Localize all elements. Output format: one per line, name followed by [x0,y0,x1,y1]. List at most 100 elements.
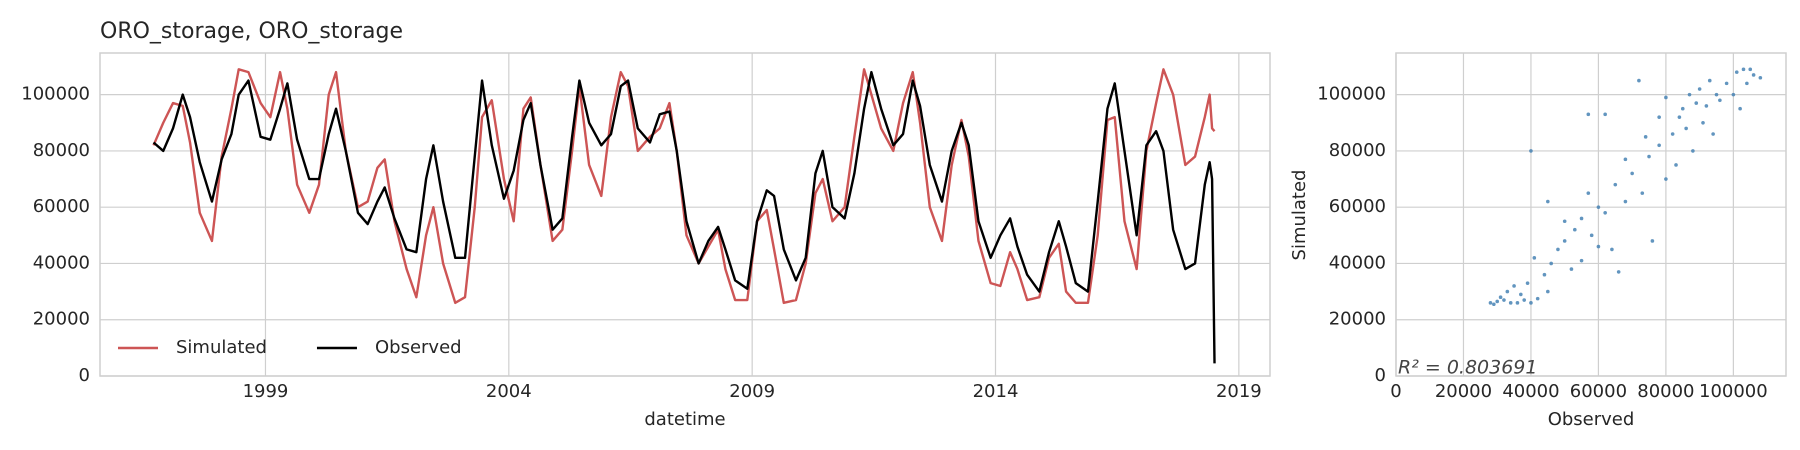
scatter-point [1684,126,1688,131]
x-tick-label: 80000 [1637,381,1694,402]
legend-label: Simulated [176,337,267,358]
scatter-point [1610,247,1614,252]
scatter-point [1751,73,1756,77]
scatter-point [1579,216,1584,221]
axes-frame [99,52,1271,377]
scatter-point [1687,92,1692,97]
scatter-point [1556,247,1560,252]
scatter-point [1714,92,1719,97]
y-tick-label: 40000 [1329,252,1386,273]
y-tick-label: 60000 [1329,196,1386,217]
scatter-point [1731,92,1736,97]
scatter-point [1616,270,1621,274]
scatter-point [1694,101,1699,105]
scatter-point [1579,258,1584,263]
scatter-point [1603,112,1607,117]
scatter-point [1643,135,1648,139]
x-tick-label: 20000 [1435,381,1492,402]
y-tick-label: 40000 [33,252,90,273]
scatter-point [1630,171,1634,176]
scatter-point [1596,205,1601,209]
scatter-point [1515,301,1520,305]
x-tick-label: 2009 [729,381,775,402]
y-tick-label: 0 [79,365,90,386]
scatter-point [1519,292,1523,297]
x-tick-label: 2014 [973,381,1019,402]
y-axis-label: Simulated [1289,170,1310,261]
y-tick-label: 20000 [33,309,90,330]
scatter-point [1586,191,1591,195]
scatter-point [1613,182,1618,187]
axes-frame [1395,52,1787,377]
y-tick-label: 20000 [1329,309,1386,330]
scatter-point [1650,239,1655,243]
scatter-point [1701,120,1705,125]
x-tick-label: 60000 [1570,381,1627,402]
scatter-point [1637,78,1641,83]
x-tick-label: 40000 [1502,381,1559,402]
scatter-point [1623,157,1628,162]
y-tick-label: 100000 [1317,84,1386,105]
scatter-point [1529,301,1533,305]
scatter-point [1704,104,1709,108]
scatter-point [1529,149,1533,153]
scatter-point [1492,302,1496,307]
series-line [152,70,1216,364]
scatter-point [1512,284,1516,288]
x-tick-label: 100000 [1699,381,1768,402]
scatter-point [1603,211,1607,215]
scatter-point [1508,301,1513,305]
scatter-point [1657,143,1661,148]
scatter-point [1525,281,1530,285]
scatter-point [1498,295,1503,300]
scatter-point [1724,81,1729,86]
scatter-point [1664,95,1668,100]
series-line [152,68,1216,305]
y-tick-label: 60000 [33,196,90,217]
scatter-point [1546,289,1550,294]
y-tick-label: 100000 [21,84,90,105]
scatter-point [1734,70,1739,74]
scatter-point [1674,163,1678,167]
scatter-point [1546,199,1550,204]
x-tick-label: 2004 [486,381,532,402]
scatter-point [1505,289,1510,294]
plot-area [1396,53,1786,376]
y-tick-label: 80000 [1329,140,1386,161]
scatter-point [1589,233,1594,238]
scatter-point [1549,261,1553,266]
scatter-point [1586,112,1591,117]
scatter-point [1745,81,1749,86]
scatter-point [1697,87,1702,91]
scatter-point [1741,67,1746,72]
scatter-point [1569,267,1574,271]
scatter-point [1707,78,1712,83]
scatter-point [1623,199,1628,204]
scatter-point [1691,149,1695,153]
x-axis-label: Observed [1548,409,1635,430]
scatter-point [1677,115,1682,119]
scatter-point [1640,191,1645,195]
scatter-point [1758,75,1763,80]
x-axis-label: datetime [644,409,725,430]
x-tick-label: 0 [1390,381,1401,402]
scatter-point [1522,298,1527,302]
scatter-point [1748,67,1753,72]
scatter-point [1657,115,1661,119]
annotation: R² = 0.803691 [1398,357,1537,379]
scatter-point [1532,256,1537,260]
y-tick-label: 80000 [33,140,90,161]
scatter-point [1711,132,1715,136]
scatter-point [1502,298,1506,302]
legend-label: Observed [375,337,462,358]
scatter-point [1718,98,1722,103]
x-tick-label: 1999 [243,381,289,402]
scatter-point [1680,106,1685,111]
y-tick-label: 0 [1375,365,1386,386]
scatter-point [1664,177,1668,181]
x-tick-label: 2019 [1216,381,1262,402]
scatter-point [1573,227,1577,232]
scatter-point [1596,244,1601,249]
